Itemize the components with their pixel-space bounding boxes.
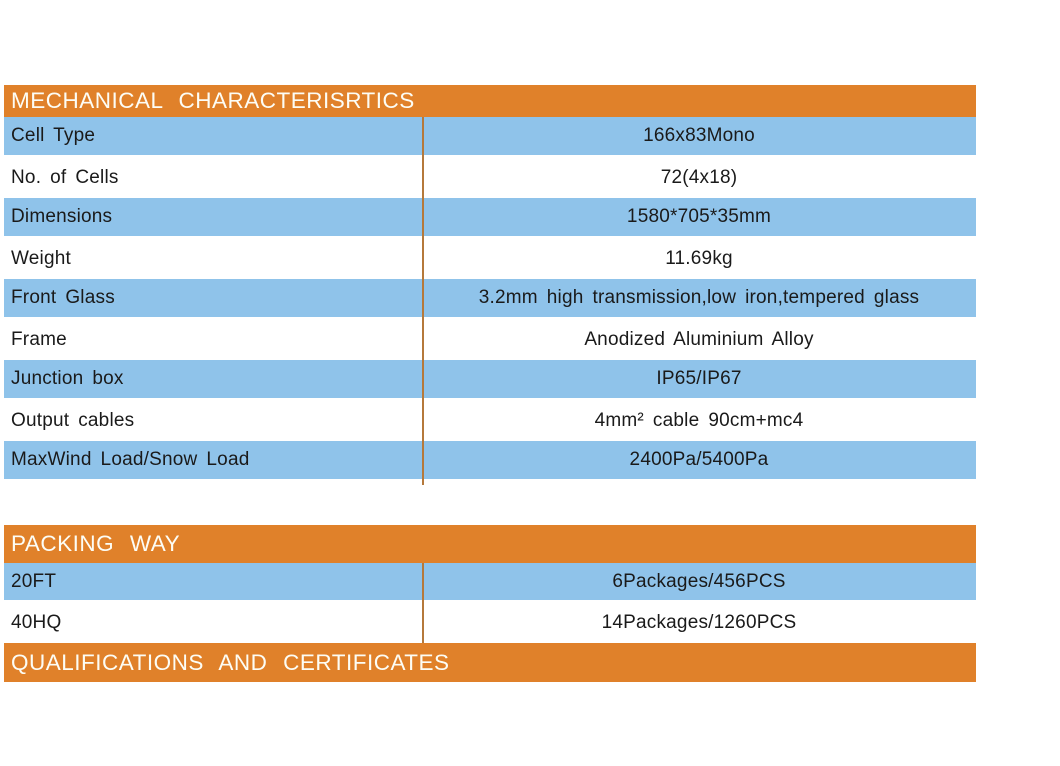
row-value: 6Packages/456PCS [612,570,786,592]
table-row: 40HQ 14Packages/1260PCS [4,603,976,643]
table-row: Output cables 4mm² cable 90cm+mc4 [4,400,976,441]
row-label: Dimensions [11,205,113,227]
row-label: 40HQ [11,612,62,633]
row-value: 2400Pa/5400Pa [629,448,769,470]
row-label: No. of Cells [11,166,119,188]
row-label: Weight [11,247,71,269]
row-label: Output cables [11,409,135,431]
table-row: No. of Cells 72(4x18) [4,157,976,198]
section-title: MECHANICAL CHARACTERISRTICS [11,88,415,113]
table-row: Cell Type 166x83Mono [4,117,976,158]
row-value: IP65/IP67 [656,367,742,389]
row-value: 166x83Mono [643,124,755,146]
column-divider-line [421,117,424,485]
row-value: 11.69kg [665,247,733,269]
row-label: MaxWind Load/Snow Load [11,448,250,470]
section-title: PACKING WAY [11,531,181,556]
mechanical-table-body: Cell Type 166x83Mono No. of Cells 72(4x1… [4,117,976,485]
packing-table-body: 20FT 6Packages/456PCS 40HQ 14Packages/12… [4,563,976,643]
column-divider-line [421,563,424,643]
row-label: Front Glass [11,286,115,308]
mechanical-characteristics-header: MECHANICAL CHARACTERISRTICS [4,85,976,117]
qualifications-certificates-header: QUALIFICATIONS AND CERTIFICATES [4,643,976,682]
row-value: 14Packages/1260PCS [601,612,797,633]
row-label: Frame [11,328,67,350]
row-value: 1580*705*35mm [626,205,772,227]
table-row: Weight 11.69kg [4,238,976,279]
row-value: 72(4x18) [660,166,738,188]
row-label: Junction box [11,367,124,389]
table-row: Front Glass 3.2mm high transmission,low … [4,279,976,320]
mechanical-characteristics-table: MECHANICAL CHARACTERISRTICS Cell Type 16… [4,85,976,485]
table-row: Dimensions 1580*705*35mm [4,198,976,239]
packing-way-table: PACKING WAY 20FT 6Packages/456PCS 40HQ 1… [4,525,976,643]
packing-way-header: PACKING WAY [4,525,976,563]
table-row: Frame Anodized Aluminium Alloy [4,319,976,360]
row-value: Anodized Aluminium Alloy [584,328,814,350]
section-title: QUALIFICATIONS AND CERTIFICATES [11,649,450,675]
row-label: Cell Type [11,124,96,146]
table-row: Junction box IP65/IP67 [4,360,976,401]
table-row: 20FT 6Packages/456PCS [4,563,976,603]
row-value: 3.2mm high transmission,low iron,tempere… [478,286,920,308]
qualifications-certificates-table: QUALIFICATIONS AND CERTIFICATES [4,643,976,682]
row-label: 20FT [11,570,57,592]
row-value: 4mm² cable 90cm+mc4 [594,409,804,431]
table-row: MaxWind Load/Snow Load 2400Pa/5400Pa [4,441,976,482]
